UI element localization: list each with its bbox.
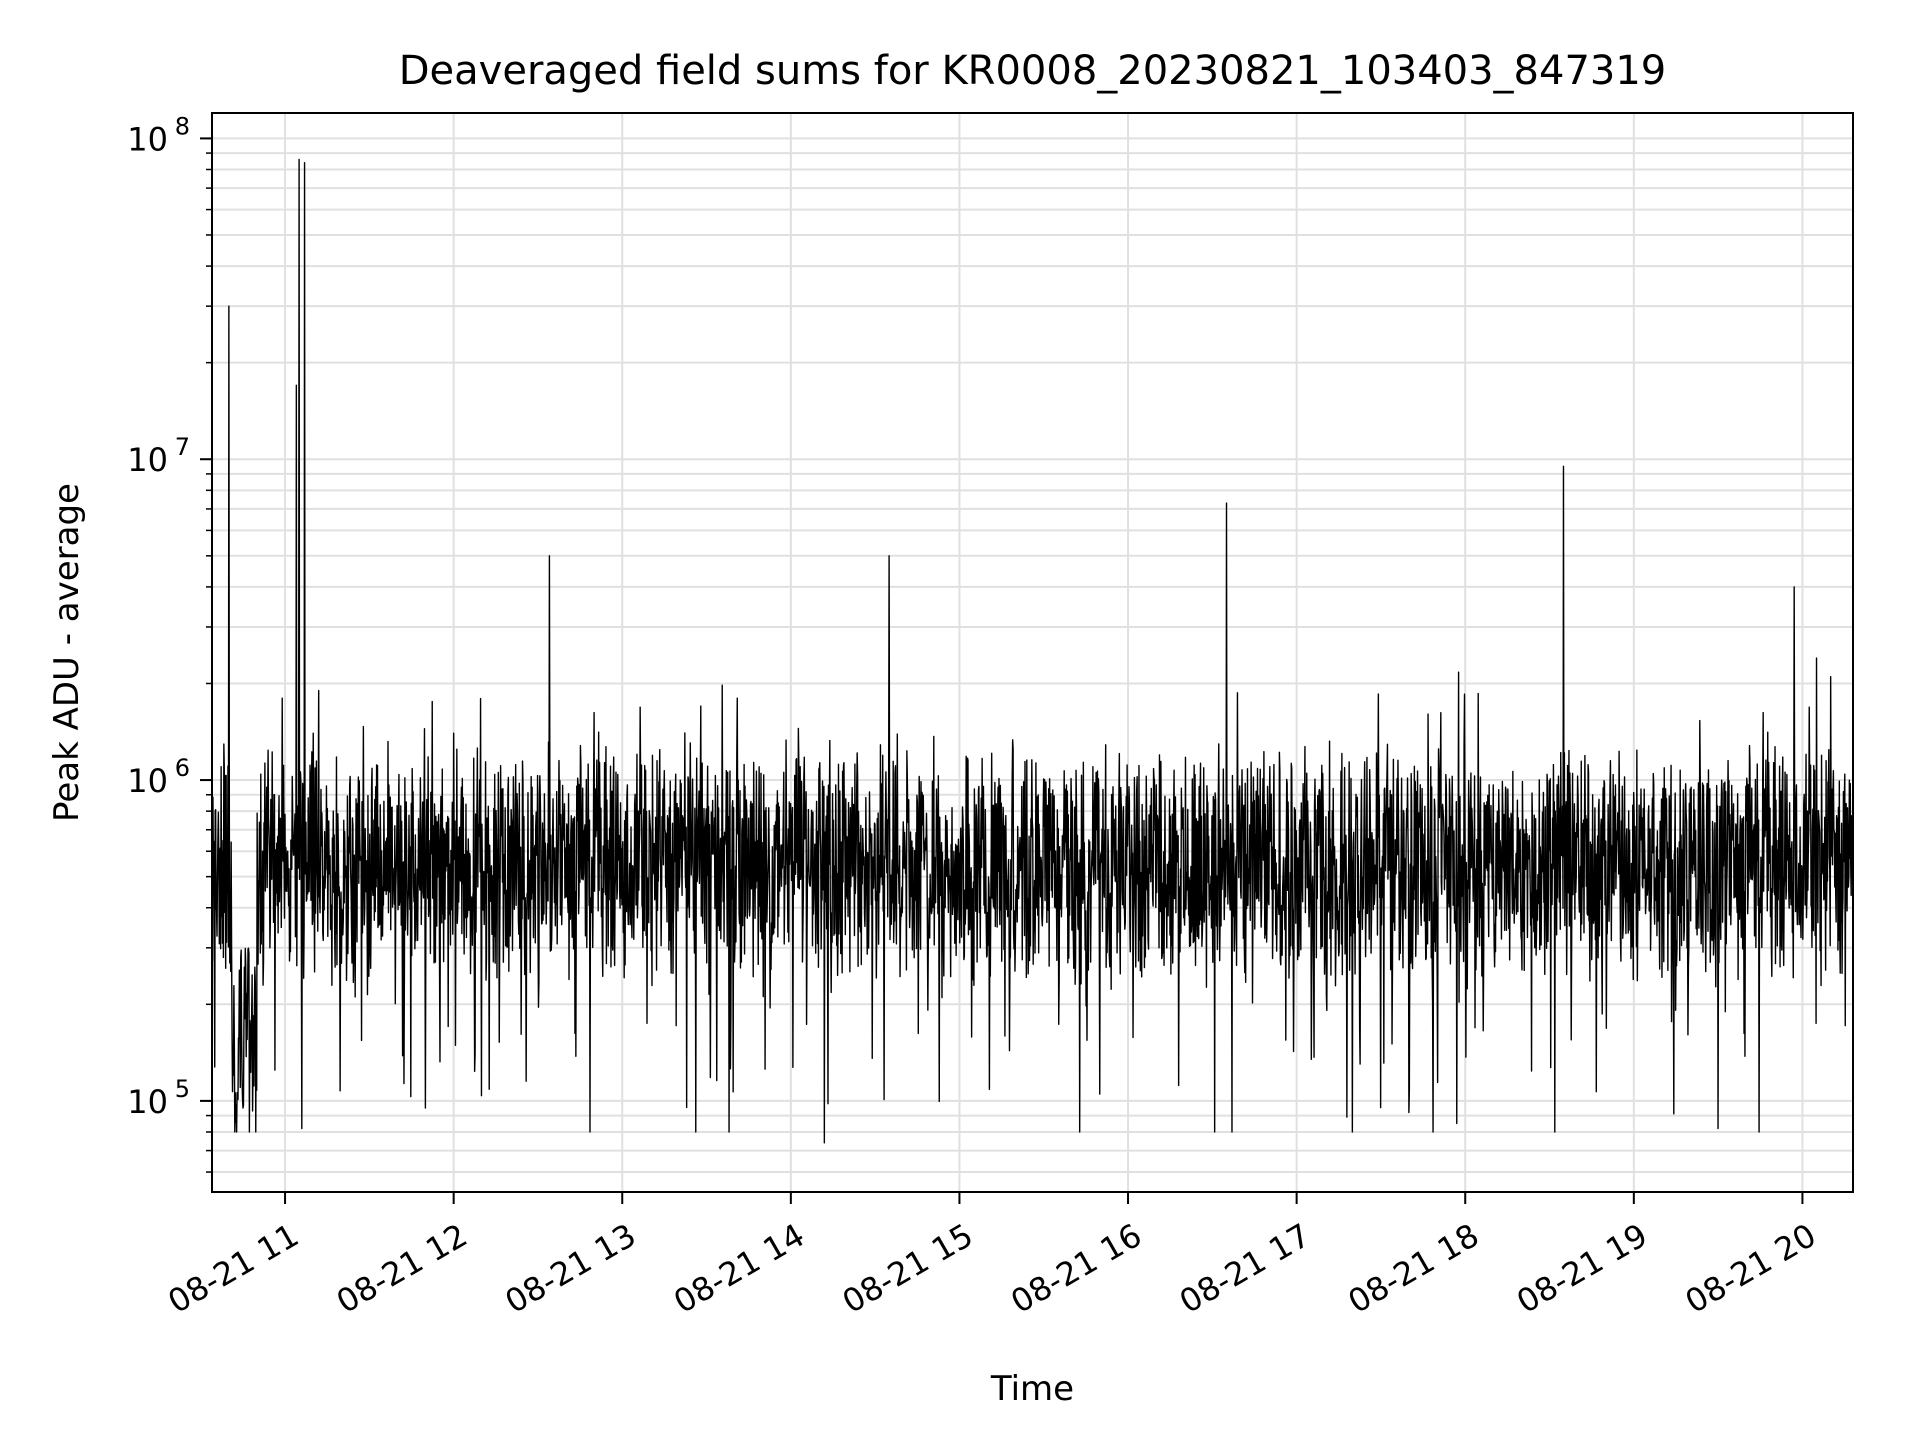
x-axis-title: Time	[990, 1369, 1074, 1409]
data-layer	[211, 158, 1854, 1144]
y-axis-title: Peak ADU - average	[47, 483, 87, 822]
y-tick-exponent: 6	[175, 754, 190, 782]
y-tick-label: 10	[127, 441, 168, 479]
plot-frame	[211, 112, 1854, 1193]
y-tick-label: 10	[127, 120, 168, 158]
y-tick-label: 10	[127, 762, 168, 800]
chart-title: Deaveraged field sums for KR0008_2023082…	[399, 48, 1667, 94]
y-tick-exponent: 5	[175, 1075, 190, 1103]
series-line	[211, 158, 1854, 1144]
y-tick-exponent: 7	[175, 433, 190, 461]
y-tick-label: 10	[127, 1083, 168, 1121]
y-tick-exponent: 8	[175, 112, 190, 140]
